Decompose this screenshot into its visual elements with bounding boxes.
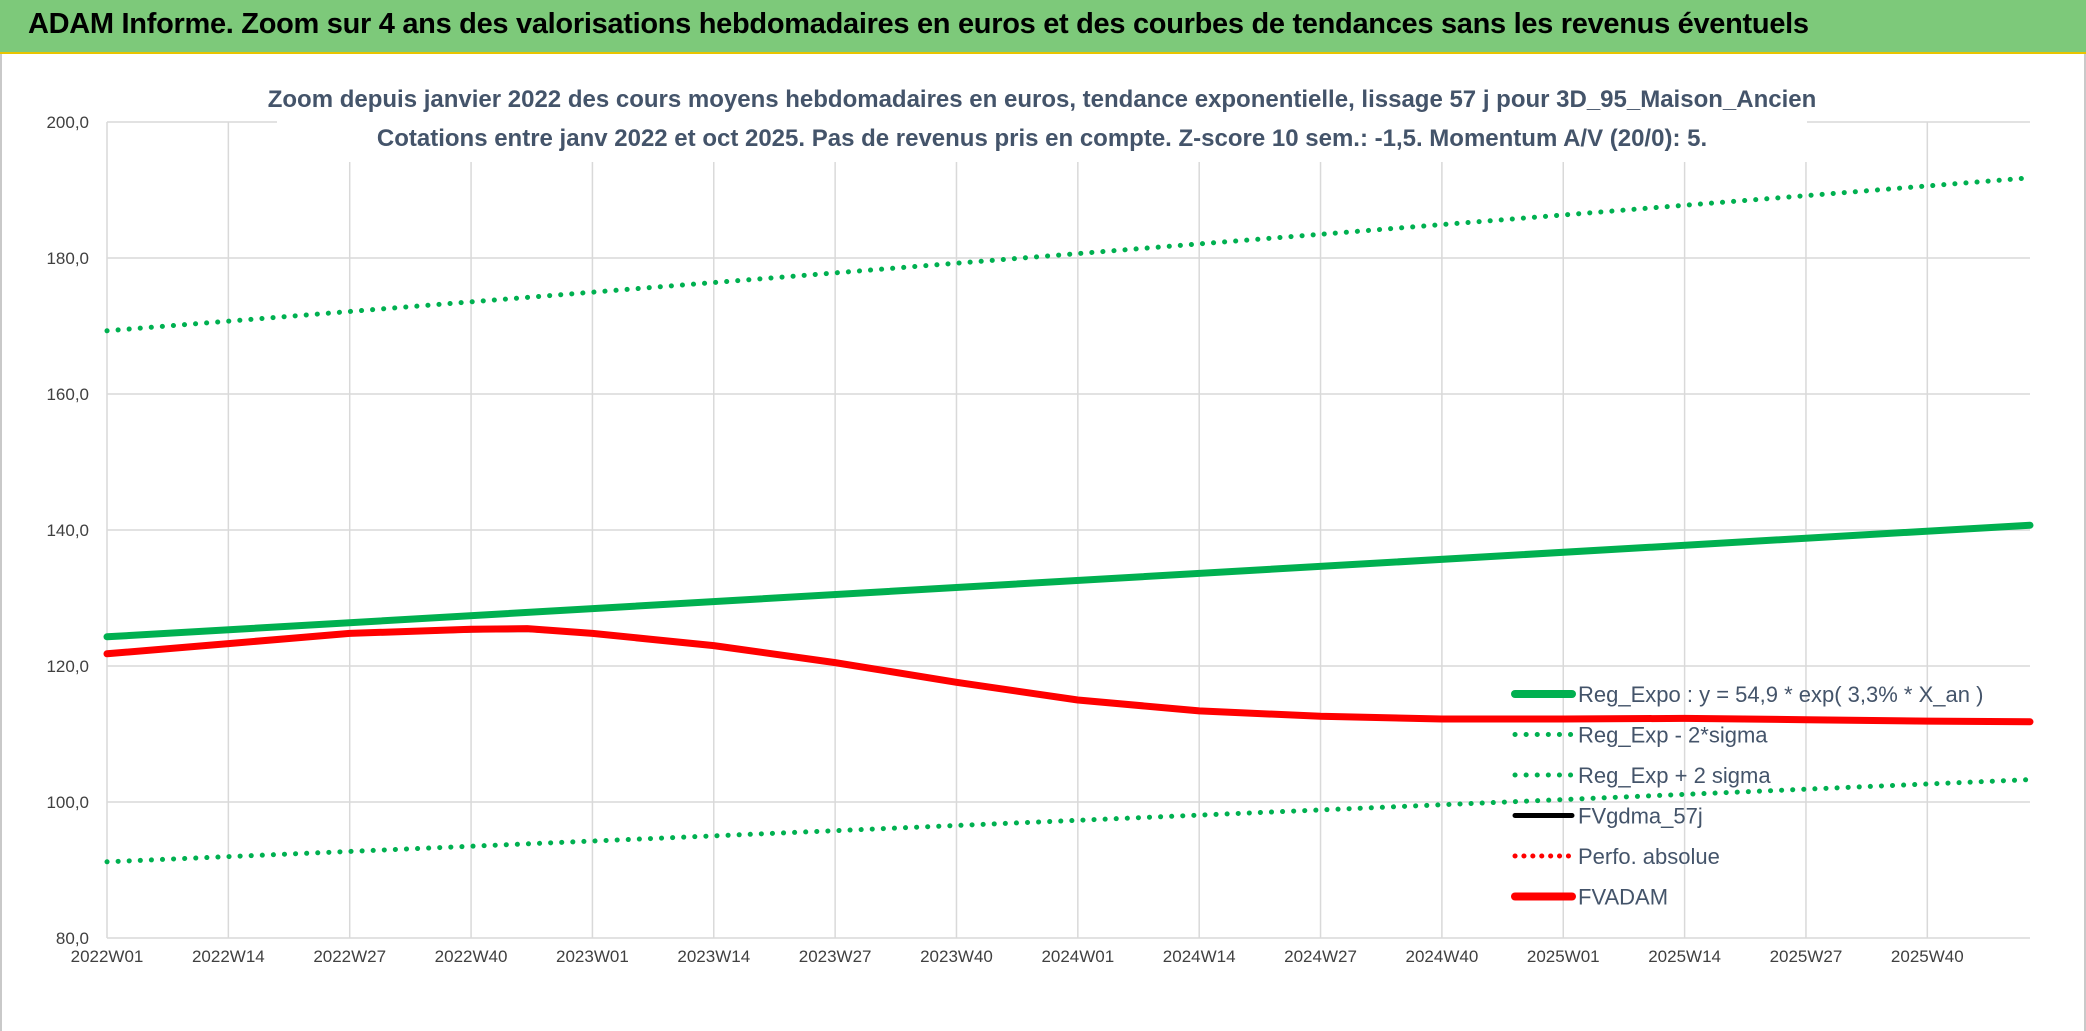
x-tick-label: 2025W14: [1648, 947, 1721, 966]
x-tick-label: 2025W01: [1527, 947, 1600, 966]
x-tick-label: 2024W14: [1163, 947, 1236, 966]
y-tick-label: 140,0: [46, 521, 89, 540]
legend-label: Perfo. absolue: [1578, 844, 1720, 869]
legend-label: Reg_Expo : y = 54,9 * exp( 3,3% * X_an ): [1578, 682, 1983, 707]
y-axis-ticks: 80,0 100,0 120,0 140,0 160,0 180,0 200,0: [46, 113, 89, 948]
x-tick-label: 2023W01: [556, 947, 629, 966]
x-tick-label: 2022W27: [313, 947, 386, 966]
series-line-3: [104, 175, 2033, 334]
y-tick-label: 100,0: [46, 793, 89, 812]
x-tick-label: 2024W01: [1041, 947, 1114, 966]
legend-label: FVgdma_57j: [1578, 804, 1703, 829]
report-title: ADAM Informe. Zoom sur 4 ans des valoris…: [28, 8, 1809, 40]
y-tick-label: 200,0: [46, 113, 89, 132]
legend-label: Reg_Exp - 2*sigma: [1578, 723, 1768, 748]
legend-label: Reg_Exp + 2 sigma: [1578, 763, 1771, 788]
x-tick-label: 2022W14: [192, 947, 265, 966]
grid-lines: [106, 121, 2030, 939]
y-tick-label: 120,0: [46, 657, 89, 676]
chart-title-line-1: Zoom depuis janvier 2022 des cours moyen…: [268, 86, 1817, 113]
chart-title: Zoom depuis janvier 2022 des cours moyen…: [268, 74, 1817, 162]
line-chart: 80,0 100,0 120,0 140,0 160,0 180,0 200,0 2022W…: [46, 74, 2034, 966]
x-tick-label: 2022W01: [71, 947, 144, 966]
y-tick-label: 80,0: [56, 929, 89, 948]
report-banner: ADAM Informe. Zoom sur 4 ans des valoris…: [0, 0, 2086, 54]
x-tick-label: 2023W14: [677, 947, 750, 966]
x-tick-label: 2024W27: [1284, 947, 1357, 966]
y-tick-label: 180,0: [46, 249, 89, 268]
x-tick-label: 2022W40: [435, 947, 508, 966]
series-line-2: [104, 777, 2033, 865]
x-tick-label: 2025W40: [1891, 947, 1964, 966]
series-line-6: [103, 625, 2034, 726]
series-line-1: [103, 521, 2034, 641]
legend-label: FVADAM: [1578, 885, 1668, 910]
series-line-4: [105, 628, 2032, 724]
chart-title-line-2: Cotations entre janv 2022 et oct 2025. P…: [377, 125, 1707, 152]
y-tick-label: 160,0: [46, 385, 89, 404]
x-tick-label: 2023W40: [920, 947, 993, 966]
x-tick-label: 2024W40: [1406, 947, 1479, 966]
legend: Reg_Expo : y = 54,9 * exp( 3,3% * X_an )…: [1511, 682, 1983, 910]
x-tick-label: 2023W27: [799, 947, 872, 966]
x-tick-label: 2025W27: [1770, 947, 1843, 966]
chart-area: 80,0 100,0 120,0 140,0 160,0 180,0 200,0 2022W…: [0, 54, 2086, 1031]
x-axis-ticks: 2022W01 2022W14 2022W27 2022W40 2023W01 2023W…: [71, 947, 1964, 966]
data-series: [103, 175, 2034, 865]
